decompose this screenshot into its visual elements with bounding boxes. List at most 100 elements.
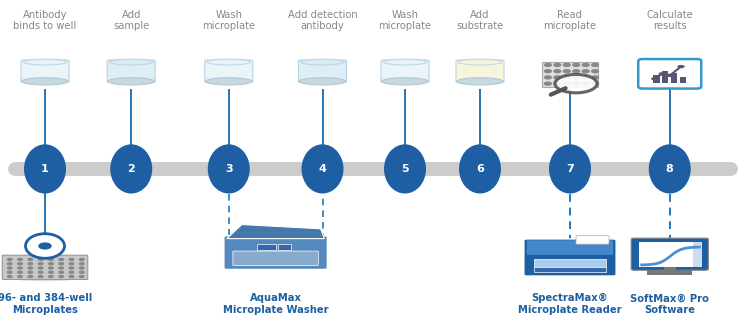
Circle shape bbox=[554, 70, 561, 73]
Circle shape bbox=[563, 82, 570, 85]
Circle shape bbox=[80, 267, 84, 269]
FancyBboxPatch shape bbox=[381, 60, 429, 82]
Circle shape bbox=[592, 76, 598, 79]
Bar bbox=[693, 242, 702, 267]
Circle shape bbox=[554, 76, 561, 79]
Text: Add
substrate: Add substrate bbox=[456, 10, 504, 31]
Ellipse shape bbox=[22, 78, 68, 85]
Bar bbox=[653, 75, 660, 83]
Ellipse shape bbox=[457, 78, 503, 85]
Ellipse shape bbox=[23, 59, 67, 65]
Ellipse shape bbox=[459, 144, 501, 194]
Text: Antibody
binds to well: Antibody binds to well bbox=[13, 10, 76, 31]
Circle shape bbox=[18, 267, 22, 269]
Text: Add
sample: Add sample bbox=[113, 10, 149, 31]
Circle shape bbox=[666, 74, 674, 77]
Ellipse shape bbox=[208, 144, 250, 194]
Bar bbox=[680, 77, 686, 83]
FancyBboxPatch shape bbox=[232, 251, 318, 266]
Circle shape bbox=[677, 65, 685, 68]
Circle shape bbox=[38, 267, 43, 269]
FancyBboxPatch shape bbox=[526, 240, 614, 255]
Circle shape bbox=[592, 63, 598, 66]
FancyBboxPatch shape bbox=[524, 239, 616, 276]
Circle shape bbox=[563, 76, 570, 79]
Ellipse shape bbox=[110, 59, 153, 65]
Circle shape bbox=[49, 258, 53, 260]
Circle shape bbox=[38, 263, 43, 265]
Circle shape bbox=[582, 63, 589, 66]
Circle shape bbox=[8, 263, 12, 265]
Text: 8: 8 bbox=[666, 164, 674, 174]
Bar bbox=[256, 243, 276, 250]
Text: 3: 3 bbox=[225, 164, 232, 174]
Ellipse shape bbox=[26, 234, 64, 258]
Circle shape bbox=[651, 77, 658, 80]
FancyBboxPatch shape bbox=[576, 236, 609, 244]
Circle shape bbox=[38, 271, 43, 273]
Circle shape bbox=[658, 72, 666, 75]
FancyBboxPatch shape bbox=[107, 60, 155, 82]
Circle shape bbox=[59, 276, 64, 277]
Circle shape bbox=[59, 258, 64, 260]
Text: Add detection
antibody: Add detection antibody bbox=[288, 10, 357, 31]
Circle shape bbox=[573, 63, 580, 66]
FancyBboxPatch shape bbox=[2, 255, 88, 279]
FancyBboxPatch shape bbox=[21, 60, 69, 82]
Circle shape bbox=[544, 82, 551, 85]
Text: AquaMax
Microplate Washer: AquaMax Microplate Washer bbox=[223, 293, 328, 315]
Bar bbox=[534, 267, 606, 272]
Ellipse shape bbox=[384, 144, 426, 194]
Polygon shape bbox=[226, 224, 324, 239]
Ellipse shape bbox=[206, 78, 252, 85]
Ellipse shape bbox=[299, 78, 346, 85]
FancyBboxPatch shape bbox=[638, 59, 701, 89]
Text: 4: 4 bbox=[319, 164, 326, 174]
Circle shape bbox=[59, 271, 64, 273]
Circle shape bbox=[28, 267, 32, 269]
Circle shape bbox=[8, 276, 12, 277]
Circle shape bbox=[80, 263, 84, 265]
Circle shape bbox=[28, 258, 32, 260]
Text: 1: 1 bbox=[41, 164, 49, 174]
Circle shape bbox=[8, 258, 12, 260]
Ellipse shape bbox=[382, 78, 428, 85]
Circle shape bbox=[80, 271, 84, 273]
Circle shape bbox=[59, 267, 64, 269]
Ellipse shape bbox=[207, 59, 251, 65]
FancyBboxPatch shape bbox=[456, 60, 504, 82]
Bar bbox=[638, 242, 700, 267]
Text: 7: 7 bbox=[566, 164, 574, 174]
Circle shape bbox=[18, 263, 22, 265]
Bar bbox=[670, 73, 677, 83]
Circle shape bbox=[18, 258, 22, 260]
Text: Wash
microplate: Wash microplate bbox=[202, 10, 255, 31]
Text: Wash
microplate: Wash microplate bbox=[379, 10, 431, 31]
Bar bbox=[278, 243, 291, 250]
Circle shape bbox=[8, 267, 12, 269]
Bar bbox=[647, 270, 692, 275]
Circle shape bbox=[69, 267, 74, 269]
Circle shape bbox=[592, 70, 598, 73]
Ellipse shape bbox=[649, 144, 691, 194]
Circle shape bbox=[554, 63, 561, 66]
Circle shape bbox=[28, 263, 32, 265]
Circle shape bbox=[582, 82, 589, 85]
Text: SpectraMax®
Microplate Reader: SpectraMax® Microplate Reader bbox=[518, 293, 622, 315]
FancyBboxPatch shape bbox=[632, 238, 708, 270]
Ellipse shape bbox=[110, 144, 152, 194]
Text: 6: 6 bbox=[476, 164, 484, 174]
Circle shape bbox=[49, 263, 53, 265]
Circle shape bbox=[28, 271, 32, 273]
Ellipse shape bbox=[549, 144, 591, 194]
Circle shape bbox=[18, 276, 22, 277]
Bar bbox=[664, 267, 676, 271]
Text: Calculate
results: Calculate results bbox=[646, 10, 693, 31]
Circle shape bbox=[80, 276, 84, 277]
Ellipse shape bbox=[38, 242, 52, 250]
Circle shape bbox=[555, 74, 597, 93]
Circle shape bbox=[69, 276, 74, 277]
Ellipse shape bbox=[301, 59, 344, 65]
Circle shape bbox=[573, 70, 580, 73]
Ellipse shape bbox=[302, 144, 344, 194]
